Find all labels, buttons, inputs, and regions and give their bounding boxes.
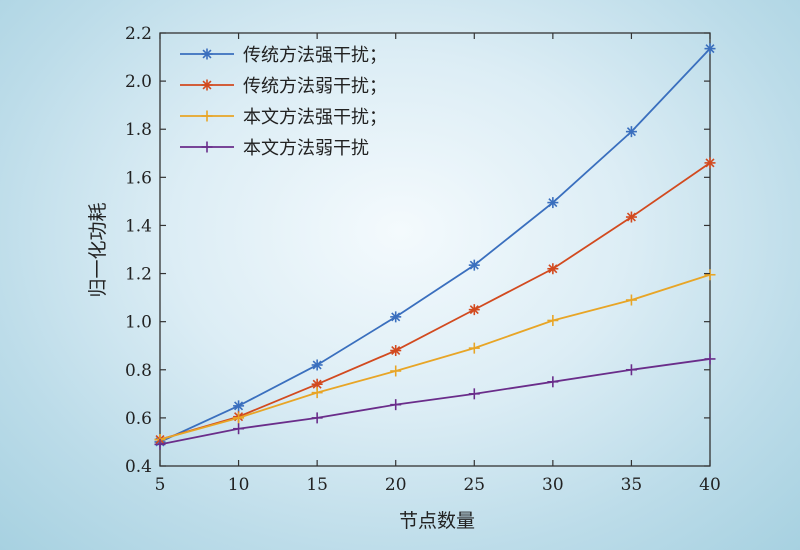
y-tick-label: 0.8 [125, 361, 152, 381]
x-tick-label: 5 [155, 475, 166, 495]
x-tick-label: 20 [385, 475, 407, 495]
y-tick-label: 0.6 [125, 409, 152, 429]
legend-marker [201, 48, 213, 60]
x-tick-label: 15 [306, 475, 328, 495]
data-point [468, 259, 480, 271]
y-tick-label: 1.4 [125, 216, 152, 236]
data-point [390, 345, 402, 357]
data-point [625, 126, 637, 138]
data-point [704, 269, 716, 281]
legend-label: 本文方法弱干扰 [243, 138, 369, 159]
y-axis-title: 归一化功耗 [87, 202, 109, 297]
series-line [159, 162, 711, 441]
legend-entry: 传统方法弱干扰； [180, 76, 387, 97]
data-point [390, 311, 402, 323]
series-line [159, 273, 711, 441]
data-point [468, 342, 480, 354]
y-tick-label: 1.8 [125, 120, 152, 140]
y-tick-label: 0.4 [125, 457, 152, 477]
x-axis-title: 节点数量 [399, 510, 475, 532]
y-tick-label: 1.0 [125, 313, 152, 333]
legend-label: 本文方法强干扰； [243, 107, 387, 128]
legend-entry: 本文方法弱干扰 [180, 138, 369, 159]
data-point [547, 376, 559, 388]
data-point [390, 365, 402, 377]
data-point [311, 387, 323, 399]
data-point [233, 400, 245, 412]
y-tick-label: 1.6 [125, 168, 152, 188]
y-tick-label: 2.2 [125, 24, 152, 44]
data-point [154, 438, 166, 450]
legend-label: 传统方法强干扰； [243, 45, 387, 66]
x-tick-label: 35 [621, 475, 643, 495]
legend-entry: 本文方法强干扰； [180, 107, 387, 128]
series-4 [154, 353, 716, 450]
legend-entry: 传统方法强干扰； [180, 45, 387, 66]
data-point [625, 294, 637, 306]
data-point [390, 399, 402, 411]
data-point [704, 43, 716, 55]
data-point [468, 304, 480, 316]
data-point [311, 378, 323, 390]
series-line [159, 48, 711, 443]
x-tick-label: 25 [463, 475, 485, 495]
plot-frame [159, 32, 711, 467]
data-point [233, 412, 245, 424]
x-tick-label: 30 [542, 475, 564, 495]
data-point [704, 157, 716, 169]
series-3 [154, 269, 716, 446]
data-point [468, 388, 480, 400]
legend-label: 传统方法弱干扰； [243, 76, 387, 97]
data-point [311, 412, 323, 424]
y-tick-label: 2.0 [125, 72, 152, 92]
x-tick-label: 10 [228, 475, 250, 495]
data-point [547, 314, 559, 326]
x-tick-label: 40 [699, 475, 721, 495]
data-point [547, 263, 559, 275]
data-point [233, 423, 245, 435]
legend-marker [201, 110, 213, 122]
series-1 [154, 43, 716, 448]
data-point [625, 211, 637, 223]
data-point [311, 359, 323, 371]
data-point [704, 353, 716, 365]
legend-marker [201, 79, 213, 91]
legend-marker [201, 141, 213, 153]
series-line [159, 358, 711, 446]
data-point [547, 197, 559, 209]
y-tick-label: 1.2 [125, 265, 152, 285]
data-point [625, 364, 637, 376]
